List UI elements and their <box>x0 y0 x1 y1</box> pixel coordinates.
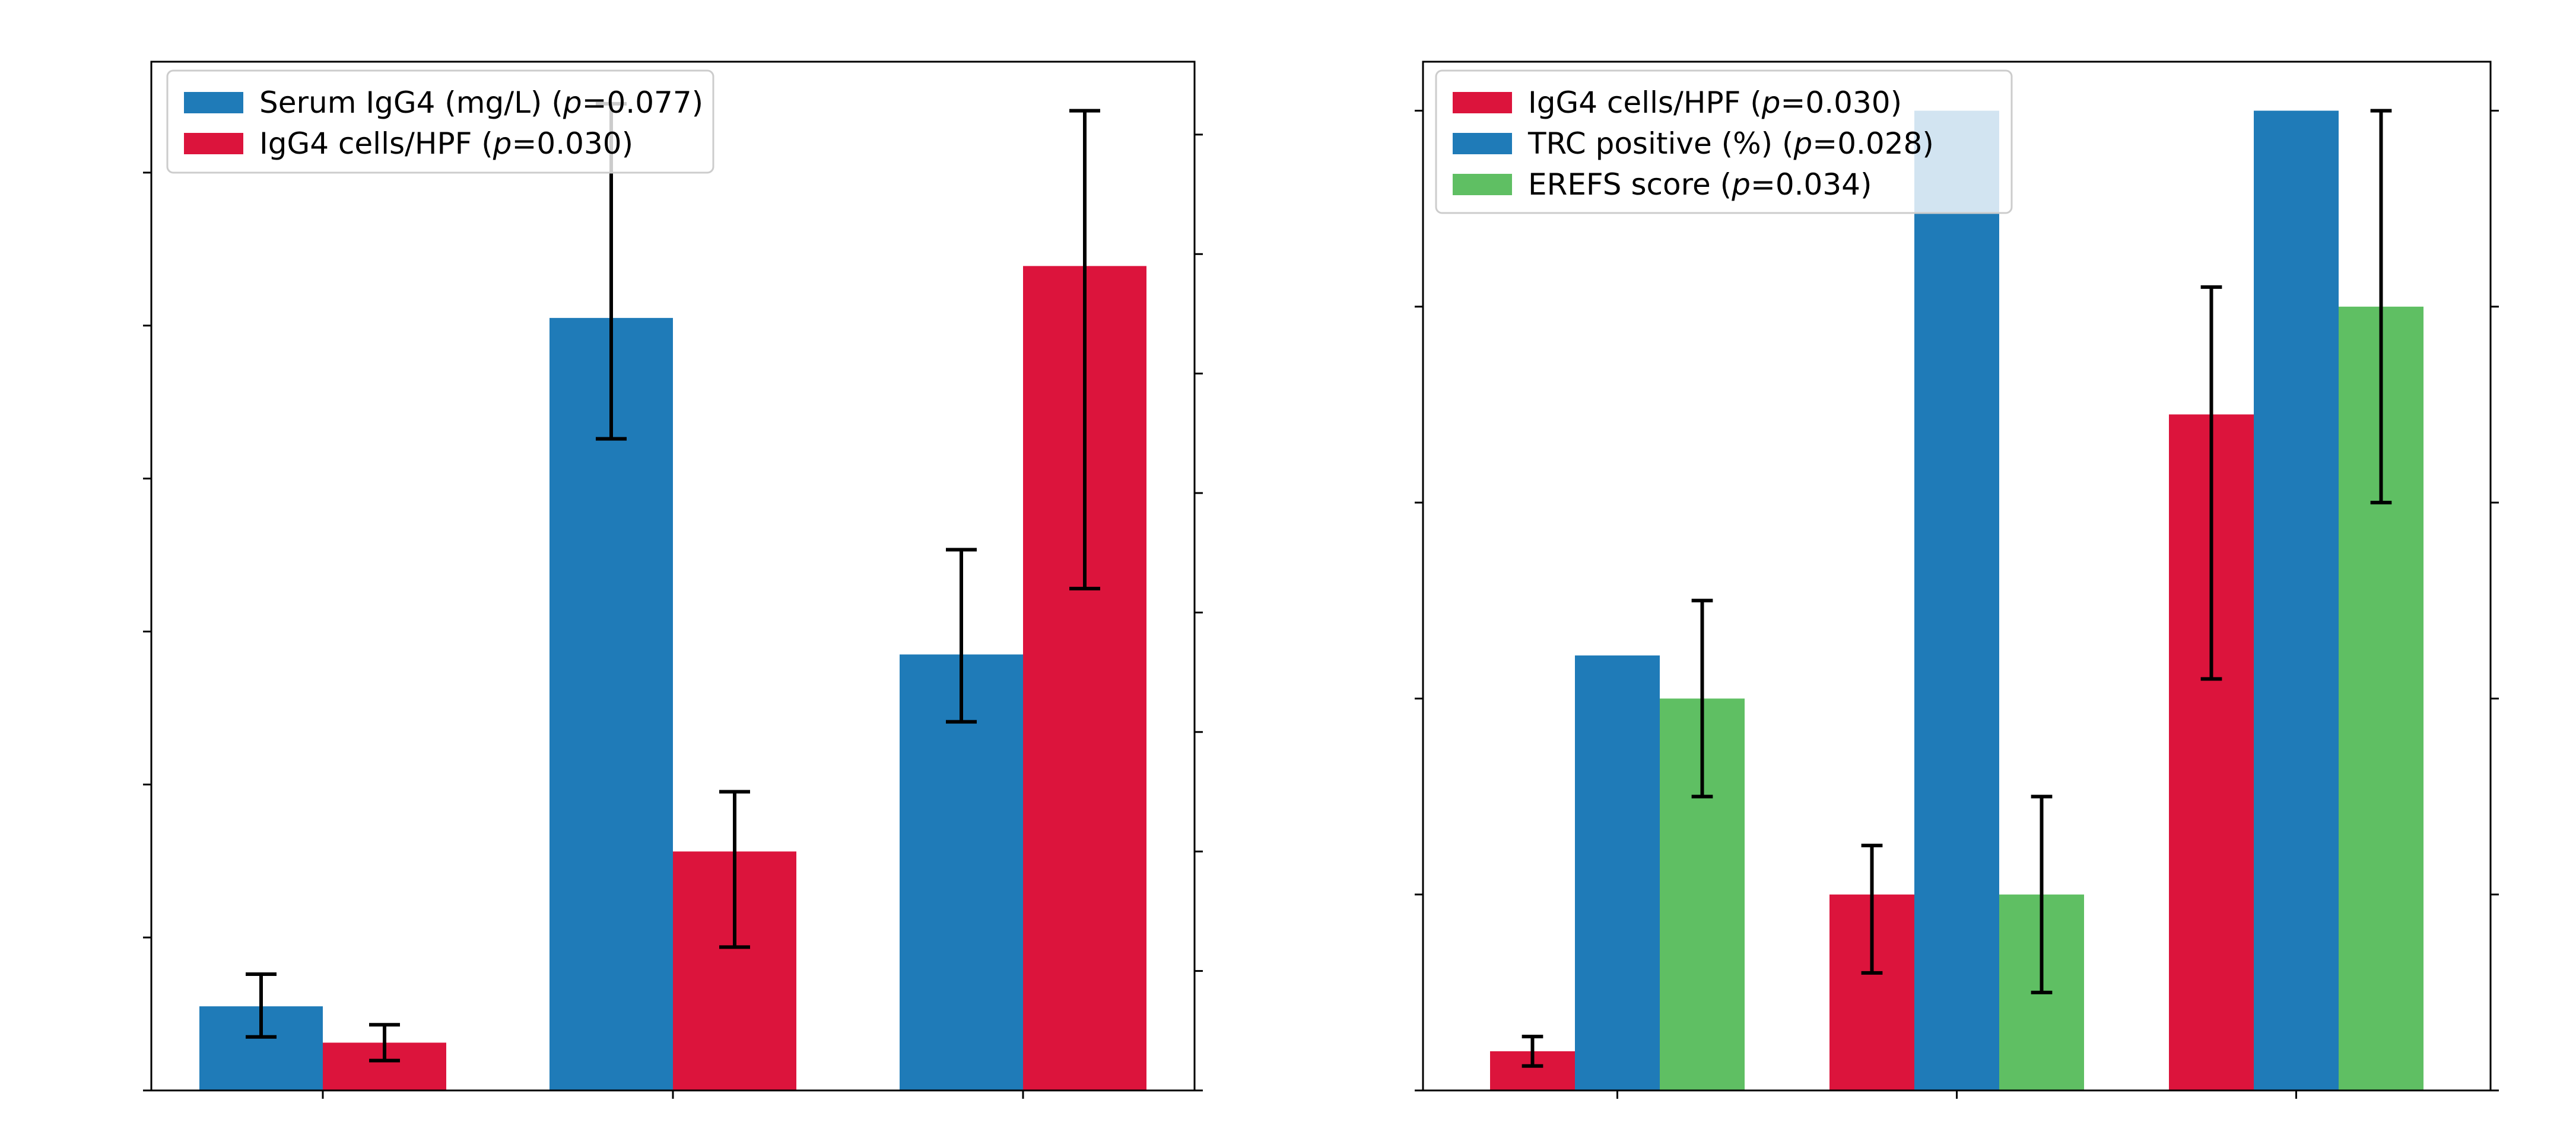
panel-a-legend-swatch-1 <box>184 133 243 154</box>
panel-a-legend-swatch-0 <box>184 92 243 113</box>
panel-a-legend-label-1: IgG4 cells/HPF (p=0.030) <box>259 126 633 161</box>
panel-a-legend: Serum IgG4 (mg/L) (p=0.077) IgG4 cells/HP… <box>166 69 714 174</box>
panel-b-legend-label-0: IgG4 cells/HPF (p=0.030) <box>1528 85 1902 120</box>
panel-a-bar-0-1 <box>549 317 673 1091</box>
panel-b-legend-label-1: TRC positive (%) (p=0.028) <box>1527 126 1934 161</box>
panel-a: Serum IgG4 (mg/L) (p=0.077) IgG4 cells/HP… <box>143 61 1203 1099</box>
panel-b-legend-swatch-2 <box>1453 174 1512 195</box>
panel-a-legend-label-0: Serum IgG4 (mg/L) (p=0.077) <box>259 85 703 120</box>
panel-b-legend-swatch-0 <box>1453 92 1512 113</box>
panel-a-bar-0-2 <box>900 654 1023 1090</box>
panel-b-legend-swatch-1 <box>1453 133 1512 154</box>
panel-b-bar-1-0 <box>1575 655 1660 1090</box>
panel-b: IgG4 cells/HPF (p=0.030) TRC positive (%)… <box>1415 61 2499 1099</box>
panel-b-legend: IgG4 cells/HPF (p=0.030) TRC positive (%)… <box>1435 69 2013 214</box>
panel-a-legend-box <box>166 69 714 174</box>
panel-b-legend-box <box>1435 69 2013 214</box>
panel-b-legend-label-2: EREFS score (p=0.034) <box>1528 167 1872 202</box>
panel-b-bar-1-1 <box>1914 110 1999 1091</box>
panel-b-bar-1-2 <box>2254 110 2339 1091</box>
